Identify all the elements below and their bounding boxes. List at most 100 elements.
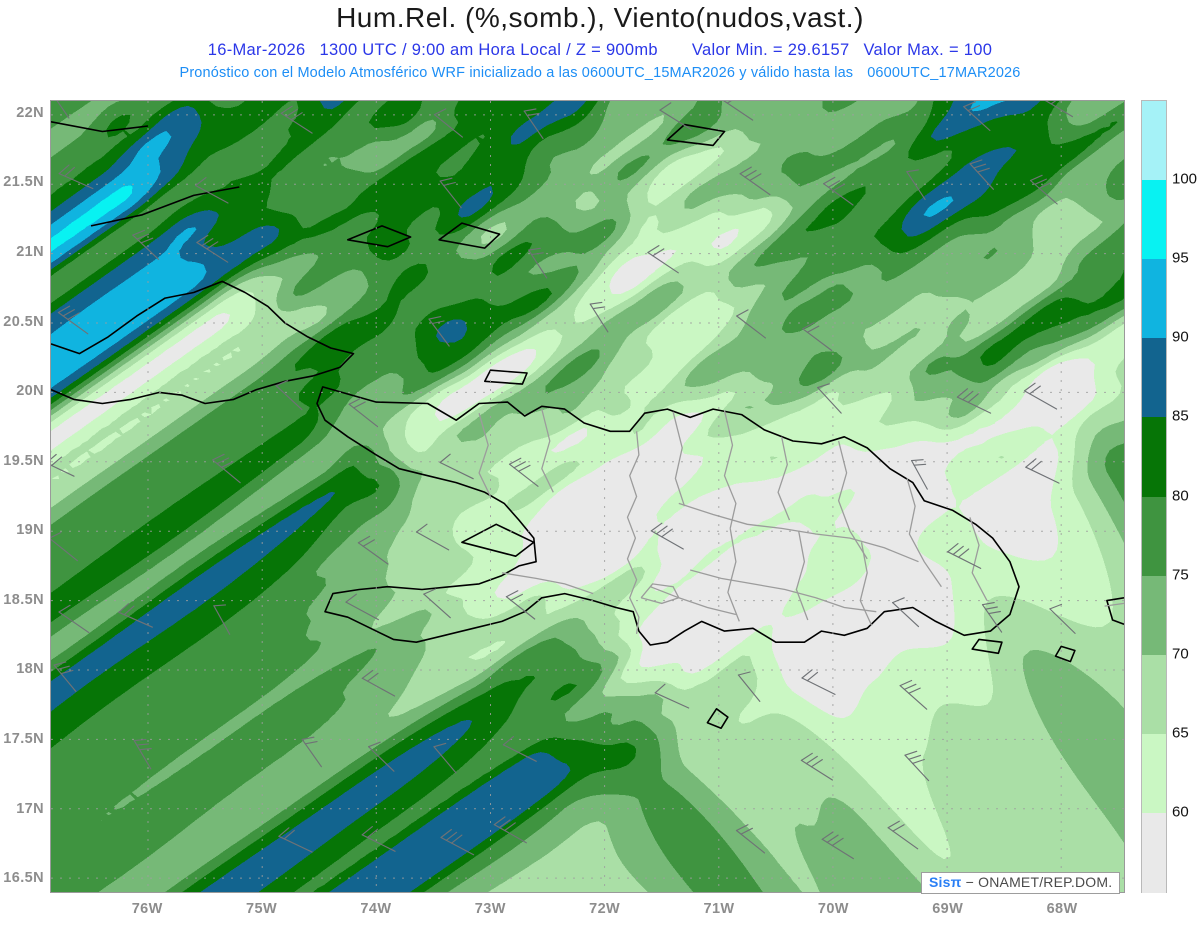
wind-barb-flag	[911, 459, 924, 462]
wind-barb-flag	[528, 247, 541, 251]
wind-barb-flag	[805, 755, 818, 765]
wind-barb	[439, 453, 474, 480]
header-subtitle-line: 16-Mar-2026 1300 UTC / 9:00 am Hora Local…	[0, 41, 1200, 60]
wind-barb	[212, 453, 241, 484]
wind-barb-flag	[498, 819, 511, 829]
latitude-tick-21N: 21N	[16, 244, 44, 261]
map-plot-area[interactable]	[50, 100, 1125, 893]
wind-barb-flag	[216, 457, 230, 465]
colorbar[interactable]	[1141, 100, 1167, 893]
wind-barb-flag	[800, 752, 813, 761]
wind-barb-flag	[749, 173, 762, 182]
wind-barb	[647, 245, 679, 274]
wind-barb-flag	[57, 665, 70, 670]
latitude-tick-17p5N: 17.5N	[3, 730, 44, 747]
wind-barb-flag	[531, 252, 544, 256]
wind-barb-flag	[132, 229, 145, 236]
wind-barb-flag	[195, 177, 207, 187]
wind-barb	[523, 108, 544, 140]
wind-barb-flag	[1029, 385, 1041, 395]
colorbar-segment-95-100-cyan	[1142, 180, 1166, 260]
model-valid-time: 0600UTC_17MAR2026	[867, 65, 1021, 81]
wind-barb	[53, 661, 77, 692]
province-border-cibao-2	[723, 410, 737, 529]
wind-barb-flag	[201, 238, 214, 247]
forecast-date: 16-Mar-2026	[207, 41, 306, 59]
wind-barb-flag	[661, 528, 673, 538]
coastline-isla-beata	[706, 708, 729, 729]
wind-barb-flag	[903, 683, 917, 690]
wind-barb-flag	[659, 102, 672, 111]
latitude-tick-19p5N: 19.5N	[3, 452, 44, 469]
wind-barb	[278, 827, 313, 853]
wind-barb	[368, 741, 395, 772]
coastline-inagua	[438, 222, 501, 249]
wind-barb-flag	[952, 545, 964, 556]
wind-barb-flag	[740, 827, 753, 835]
wind-barb-flag	[136, 743, 150, 746]
wind-barb-flag	[60, 669, 74, 675]
wind-barb	[735, 824, 766, 854]
wind-barb-flag	[196, 234, 209, 244]
colorbar-label-90: 90	[1172, 328, 1189, 346]
wind-barb-flag	[957, 548, 970, 558]
wind-barb-flag	[654, 683, 666, 694]
wind-barb-flag	[510, 593, 523, 601]
latitude-tick-20p5N: 20.5N	[3, 313, 44, 330]
wind-barb	[213, 604, 231, 635]
wind-barb	[345, 593, 379, 621]
wind-barb	[275, 380, 303, 411]
wind-barb-flag	[213, 604, 227, 607]
wind-barb-flag	[443, 181, 456, 186]
value-max: 100	[963, 41, 993, 59]
wind-barb	[737, 671, 761, 702]
pressure-level: Z = 900mb	[575, 41, 658, 59]
wind-barb	[428, 316, 450, 347]
wind-barb-flag	[423, 588, 436, 595]
wind-barb	[801, 669, 836, 695]
wind-barb	[348, 397, 379, 428]
wind-barb-flag	[280, 105, 293, 114]
wind-barb-flag	[592, 306, 606, 310]
wind-barb	[821, 831, 854, 860]
wind-barb-flag	[433, 742, 447, 748]
wind-barb-flag	[913, 463, 927, 466]
wind-barb-flag	[887, 820, 900, 829]
wind-barb-flag	[735, 824, 749, 832]
wind-barb	[196, 234, 229, 263]
wind-barb-flag	[51, 453, 57, 460]
model-init-time: 0600UTC_15MAR2026	[581, 65, 736, 81]
wind-barb	[502, 736, 537, 762]
coastline-puertorico-west	[1106, 597, 1124, 625]
province-border-sur-2	[690, 569, 877, 613]
province-border-sw-1	[650, 586, 737, 616]
separator-slash-2: /	[566, 41, 571, 59]
wind-barb-flag	[440, 828, 452, 839]
wind-barb-flag	[650, 522, 663, 532]
wind-barb-flag	[301, 736, 315, 740]
wind-barb	[817, 383, 842, 414]
wind-barb	[800, 752, 833, 781]
wind-barb	[1025, 458, 1060, 484]
coastline-mona	[1054, 645, 1076, 663]
colorbar-segment-70-75-medium-green	[1142, 575, 1166, 656]
wind-barb-flag	[904, 750, 918, 756]
wind-barb-flag	[1034, 178, 1047, 185]
watermark-dash: −	[965, 874, 975, 890]
longitude-tick-68W: 68W	[1046, 901, 1078, 917]
wind-barb-flag	[908, 754, 922, 760]
wind-barb-flag	[985, 606, 998, 610]
wind-barb	[899, 679, 928, 710]
brand-label: Sisπ	[929, 874, 962, 890]
wind-barb-flag	[899, 679, 913, 687]
wind-barb-flag	[133, 738, 147, 742]
wind-barb	[650, 522, 684, 550]
coastline-bahamas-sw	[347, 225, 412, 248]
wind-barb	[505, 590, 536, 620]
colorbar-segment-75-80-green	[1142, 496, 1166, 577]
wind-barb-flag	[415, 523, 428, 533]
wind-barb	[132, 229, 160, 260]
wind-barb-flag	[802, 322, 815, 330]
wind-barb-flag	[58, 604, 71, 613]
